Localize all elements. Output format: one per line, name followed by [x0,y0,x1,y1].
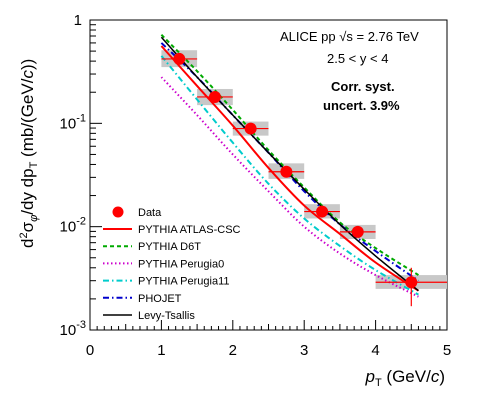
legend: Data PYTHIA ATLAS-CSC PYTHIA D6T PYTHIA Pe… [103,206,241,322]
series-line-pythia-perugia11 [160,55,419,296]
annotation-syst-line1: Corr. syst. [331,79,395,94]
annotation-syst-line2: uncert. 3.9% [323,98,400,113]
data-point [405,276,418,289]
x-tick-label: 2 [229,342,237,359]
legend-label-data: Data [138,207,162,219]
x-tick-label: 0 [86,342,94,359]
x-tick-label: 1 [157,342,165,359]
data-point [173,52,186,65]
legend-label-levy-tsallis: Levy-Tsallis [138,310,195,322]
x-tick-label: 3 [300,342,308,359]
data-point [244,122,257,135]
x-axis-title: pT (GeV/c) [365,367,446,389]
series-line-pythia-atlas-csc [160,45,419,292]
data-point [208,90,221,103]
y-tick-label: 10-2 [60,216,86,236]
legend-label-phojet: PHOJET [138,293,182,305]
x-tick-label: 5 [443,342,451,359]
legend-symbol-data [112,206,124,218]
data-point [351,225,364,238]
y-tick-label: 10-3 [60,319,86,339]
series-line-pythia-d6t [160,34,419,276]
legend-label-pythia-d6t: PYTHIA D6T [138,241,201,253]
y-tick-label: 10-1 [60,112,86,132]
y-axis-title: d2σφ/dy dpT (mb/(GeV/c)) [18,59,40,248]
series-line-pythia-perugia0 [160,76,419,298]
legend-label-pythia-perugia11: PYTHIA Perugia11 [138,276,230,288]
y-tick-label: 1 [74,12,82,29]
x-tick-label: 4 [371,342,379,359]
annotation-collision-system: ALICE pp √s = 2.76 TeV [280,29,419,44]
data-point [280,165,293,178]
data-point [316,205,329,218]
legend-label-pythia-perugia0: PYTHIA Perugia0 [138,258,224,270]
legend-label-pythia-atlas-csc: PYTHIA ATLAS-CSC [138,224,241,236]
annotation-rapidity-range: 2.5 < y < 4 [327,51,388,66]
